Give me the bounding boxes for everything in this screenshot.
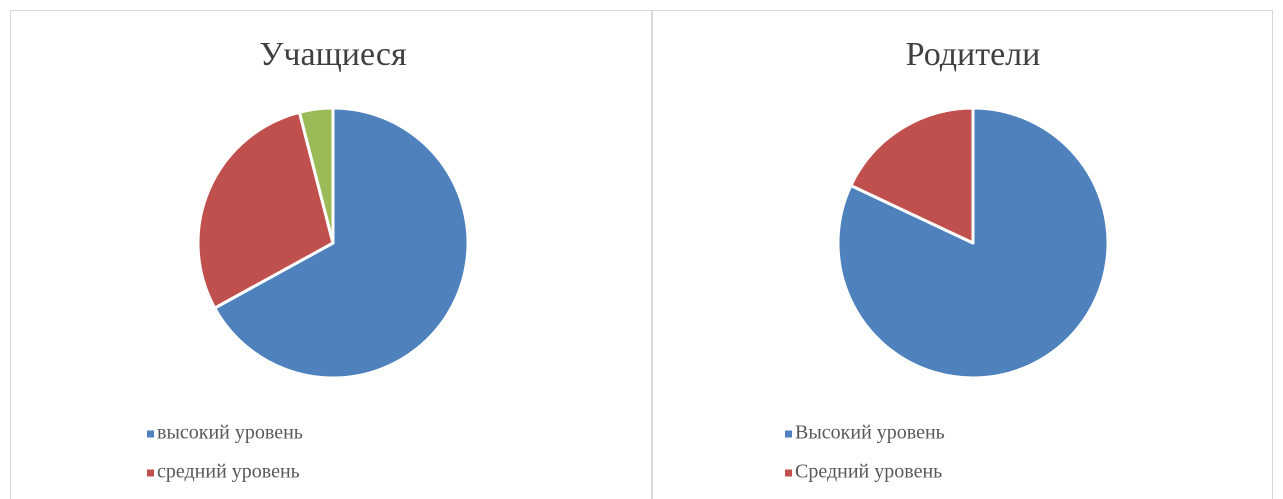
chart-frame	[652, 10, 1273, 499]
chart-frame	[10, 10, 652, 499]
legend-swatch	[147, 430, 154, 438]
pie-slice	[213, 106, 470, 380]
legend-swatch	[785, 430, 792, 438]
legend-swatch	[785, 469, 792, 477]
pie-slice	[849, 106, 975, 245]
chart-title: Учащиеся	[259, 36, 407, 73]
legend-label: высокий уровень	[157, 422, 303, 444]
legend-label: средний уровень	[157, 461, 300, 483]
legend-label: Высокий уровень	[795, 422, 945, 444]
pie-slice	[196, 110, 335, 310]
chart-title: Родители	[906, 36, 1041, 73]
legend-label: Средний уровень	[795, 461, 942, 483]
legend-swatch	[147, 469, 154, 477]
pie-slice	[297, 106, 335, 245]
